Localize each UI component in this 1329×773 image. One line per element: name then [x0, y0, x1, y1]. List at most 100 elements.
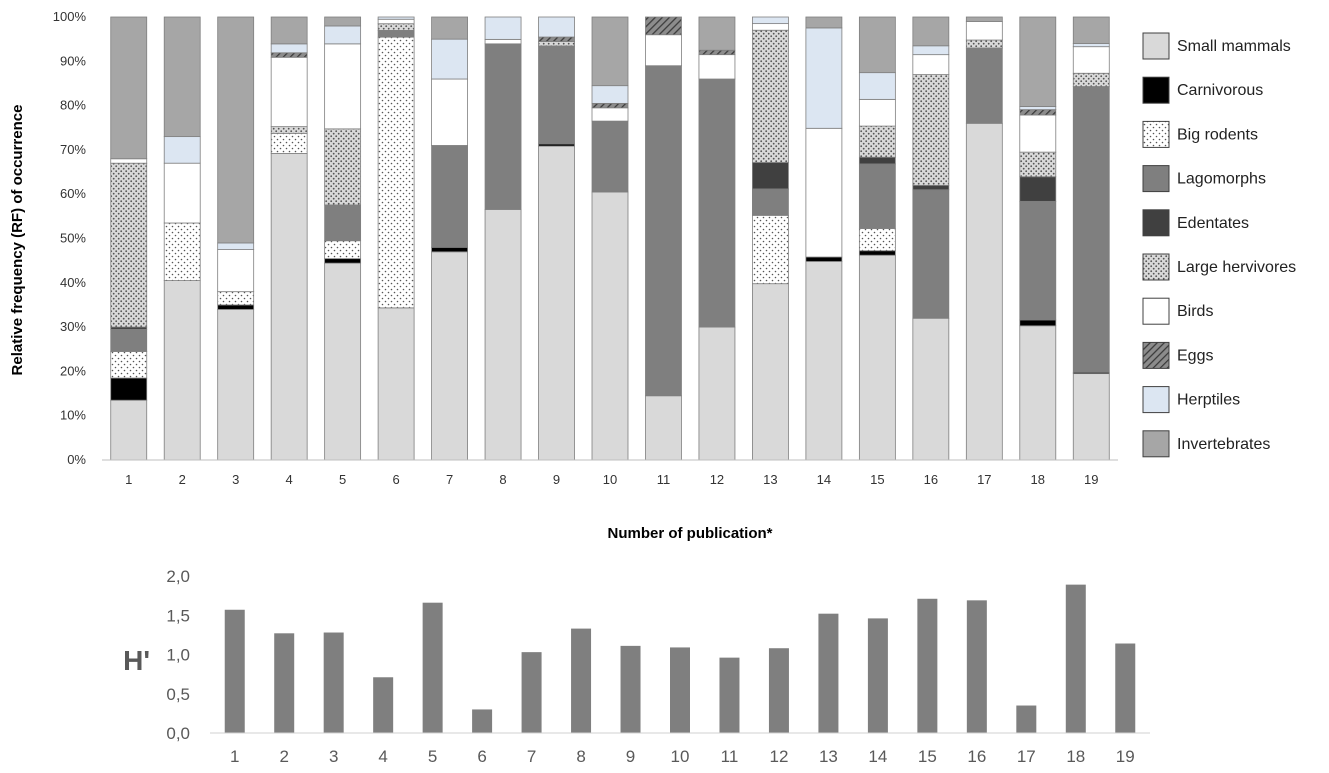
h-bars — [224, 584, 1136, 733]
bar-segment-birds — [805, 127, 843, 258]
y-tick-label: 80% — [60, 98, 86, 113]
x-tick-label: 5 — [339, 472, 346, 487]
y-tick-label: 100% — [53, 9, 87, 24]
bar-segment-small-mammals — [858, 254, 896, 461]
bar-segment-invertebrates — [324, 16, 362, 27]
bar-segment-birds — [377, 18, 415, 25]
bar-segment-large-hervivores — [538, 41, 575, 47]
h-bar-11 — [719, 657, 740, 733]
bar-segment-small-mammals — [645, 395, 682, 461]
bar-segment-lagomorphs — [377, 30, 415, 38]
y-axis-label: Relative frequency (RF) of occurrence — [9, 105, 26, 376]
bar-segment-lagomorphs — [1019, 200, 1057, 321]
bar-segment-carnivorous — [431, 246, 468, 253]
legend-label: Eggs — [1177, 347, 1213, 364]
x-tick-label: 15 — [870, 472, 884, 487]
h-x-axis-ticks: 1 2 3 4 5 6 7 8 9 10 11 12 13 14 15 16 17 18 19 — [230, 747, 1135, 766]
bar-segment-birds — [591, 107, 629, 122]
h-bar-18 — [1065, 584, 1086, 733]
x-tick-label: 8 — [499, 472, 506, 487]
bar-segment-carnivorous — [217, 304, 255, 310]
bar-segment-large-hervivores — [858, 125, 896, 158]
bar-segment-large-hervivores — [377, 23, 415, 31]
y-axis-ticks: 0% 10% 20% 30% 40% 50% 60% 70% 80% 90% 100% — [53, 9, 87, 467]
bar-segment-big-rodents — [858, 228, 896, 252]
bar-segment-eggs — [1019, 109, 1057, 116]
h-bar-4 — [373, 677, 394, 733]
y-tick-label: 70% — [60, 142, 86, 157]
stacked-bar-1 — [110, 16, 148, 461]
bar-segment-invertebrates — [163, 16, 201, 138]
h-tick-label: 0,5 — [166, 685, 190, 704]
bar-segment-small-mammals — [1072, 373, 1110, 461]
legend: Small mammals Carnivorous Big rodents Lagom… — [1142, 32, 1296, 458]
bar-segment-herptiles — [912, 45, 950, 56]
bar-segment-eggs — [591, 102, 629, 109]
x-tick-label: 14 — [817, 472, 831, 487]
stacked-bar-14 — [805, 16, 843, 461]
bar-segment-large-hervivores — [1019, 151, 1057, 178]
legend-item-birds: Birds — [1142, 297, 1213, 325]
h-x-tick-label: 12 — [769, 747, 788, 766]
h-bar-15 — [917, 598, 938, 733]
bar-segment-invertebrates — [1019, 16, 1057, 107]
legend-swatch — [1142, 120, 1170, 148]
bar-segment-big-rodents — [752, 214, 789, 285]
bar-segment-herptiles — [1019, 106, 1057, 111]
h-axis-label: H' — [123, 645, 150, 676]
legend-item-edentates: Edentates — [1142, 209, 1249, 237]
stacked-bars — [110, 16, 1110, 461]
x-tick-label: 4 — [286, 472, 293, 487]
bar-segment-lagomorphs — [752, 188, 789, 216]
bar-segment-small-mammals — [484, 209, 522, 461]
bar-segment-invertebrates — [431, 16, 468, 40]
x-axis-ticks: 1 2 3 4 5 6 7 8 9 10 11 12 13 14 15 16 17 18 19 — [125, 472, 1098, 487]
legend-label: Herptiles — [1177, 392, 1240, 409]
bar-segment-lagomorphs — [110, 328, 148, 352]
bar-segment-eggs — [698, 49, 736, 56]
bar-segment-herptiles — [858, 72, 896, 100]
bar-segment-birds — [324, 43, 362, 130]
bar-segment-carnivorous — [324, 258, 362, 264]
bar-segment-lagomorphs — [431, 145, 468, 248]
x-tick-label: 17 — [977, 472, 991, 487]
bar-segment-invertebrates — [698, 16, 736, 51]
stacked-bar-11 — [645, 16, 682, 461]
x-tick-label: 9 — [553, 472, 560, 487]
h-bar-13 — [818, 613, 839, 733]
h-x-tick-label: 5 — [428, 747, 437, 766]
diversity-bar-chart: 0,00,51,01,52,0 1 2 3 4 5 6 7 8 9 10 11 12 13 14 15 16 1… — [123, 567, 1150, 766]
bar-segment-lagomorphs — [538, 45, 575, 145]
stacked-bar-8 — [484, 16, 522, 461]
bar-segment-birds — [484, 38, 522, 45]
stacked-bar-10 — [591, 16, 629, 461]
h-x-tick-label: 18 — [1066, 747, 1085, 766]
bar-segment-herptiles — [163, 136, 201, 164]
bar-segment-carnivorous — [858, 250, 896, 256]
legend-label: Invertebrates — [1177, 436, 1270, 453]
bar-segment-herptiles — [1072, 43, 1110, 48]
y-tick-label: 0% — [67, 452, 86, 467]
bar-segment-small-mammals — [805, 261, 843, 461]
bar-segment-invertebrates — [270, 16, 308, 45]
bar-segment-herptiles — [324, 25, 362, 45]
x-tick-label: 13 — [763, 472, 777, 487]
bar-segment-large-hervivores — [1072, 72, 1110, 87]
h-x-tick-label: 1 — [230, 747, 239, 766]
stacked-bar-9 — [538, 16, 575, 461]
h-x-tick-label: 4 — [378, 747, 387, 766]
legend-label: Large hervivores — [1177, 259, 1296, 276]
x-tick-label: 19 — [1084, 472, 1098, 487]
legend-swatch — [1142, 297, 1170, 325]
bar-segment-small-mammals — [377, 307, 415, 461]
bar-segment-small-mammals — [270, 153, 308, 461]
legend-swatch — [1142, 341, 1170, 369]
h-tick-label: 1,0 — [166, 646, 190, 665]
y-tick-label: 40% — [60, 275, 86, 290]
bar-segment-birds — [858, 98, 896, 127]
y-tick-label: 50% — [60, 231, 86, 246]
bar-segment-big-rodents — [217, 291, 255, 306]
bar-segment-big-rodents — [110, 351, 148, 379]
h-bar-14 — [867, 618, 888, 733]
